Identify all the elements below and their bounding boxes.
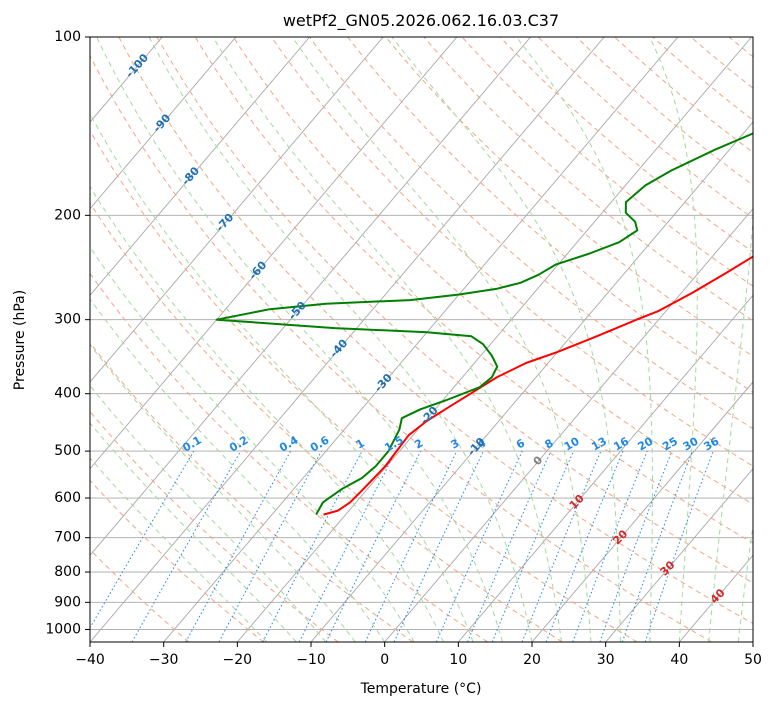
plot-frame — [89, 36, 754, 643]
dry-adiabat-line — [156, 37, 753, 584]
moist-adiabat-line — [90, 246, 415, 642]
dry-adiabat-line — [537, 37, 753, 219]
dry-adiabat-line — [90, 342, 414, 642]
mixing-ratio-line — [325, 450, 422, 642]
y-tick-label: 800 — [54, 564, 81, 580]
mixing-ratio-line — [131, 450, 242, 642]
isotherm-line — [90, 37, 458, 470]
y-tick-label: 400 — [54, 386, 81, 402]
x-tick-label: −20 — [223, 652, 253, 668]
x-tick-label: −30 — [149, 652, 179, 668]
mixing-ratio-line — [644, 450, 714, 642]
isotherm-line — [236, 37, 752, 642]
y-tick-label: 100 — [54, 29, 81, 45]
moist-adiabat-line — [90, 457, 268, 642]
background-lines — [90, 37, 753, 642]
y-tick-label: 500 — [54, 443, 81, 459]
x-tick-label: −40 — [75, 652, 105, 668]
isotherm-line — [90, 37, 531, 557]
dry-adiabat-line — [90, 202, 563, 642]
x-axis-ticks: −40 −30 −20 −10 0 10 20 30 40 50 — [75, 642, 762, 668]
moist-adiabat-line — [391, 37, 621, 642]
moist-adiabat-line — [515, 37, 653, 642]
x-tick-label: 30 — [597, 652, 615, 668]
y-tick-label: 900 — [54, 594, 81, 610]
moist-adiabat-line — [90, 112, 474, 642]
mixing-ratio-line — [393, 450, 484, 642]
mixing-ratio-line — [90, 450, 195, 629]
y-tick-label: 1000 — [45, 621, 81, 637]
isotherm-line — [531, 381, 753, 642]
dewpoint-profile — [215, 132, 753, 516]
isotherm-line — [605, 467, 753, 642]
dry-adiabat-line — [90, 129, 638, 642]
mixing-ratio-line — [218, 450, 322, 642]
y-axis-label: Pressure (hPa) — [12, 290, 28, 390]
mixing-ratio-line — [435, 450, 523, 642]
y-tick-label: 300 — [54, 312, 81, 328]
y-axis-ticks: 100 200 300 400 500 600 700 800 900 1000 — [45, 29, 90, 637]
isotherm-line — [457, 294, 753, 642]
mixing-ratio-line — [621, 450, 693, 642]
dry-adiabat-line — [90, 54, 712, 642]
moist-adiabat-line — [90, 185, 445, 642]
x-tick-label: 50 — [744, 652, 762, 668]
moist-adiabat-line — [708, 213, 753, 642]
dry-adiabat-line — [118, 37, 753, 625]
x-tick-label: 40 — [670, 652, 688, 668]
moist-adiabat-line — [90, 384, 327, 642]
moist-adiabat-line — [90, 422, 297, 642]
x-tick-label: −10 — [296, 652, 326, 668]
temperature-profile — [323, 255, 753, 516]
isotherm-line — [90, 37, 384, 383]
dry-adiabat-line — [614, 37, 753, 154]
isotherm-line — [90, 37, 310, 297]
moist-adiabat-line — [148, 37, 533, 642]
dry-adiabat-line — [194, 37, 753, 544]
isotherm-line — [90, 37, 605, 642]
mixing-ratio-line — [364, 450, 458, 642]
x-tick-label: 0 — [380, 652, 389, 668]
dry-adiabat-line — [576, 37, 753, 186]
chart-title: wetPf2_GN05.2026.062.16.03.C37 — [283, 11, 559, 31]
moist-adiabat-line — [649, 37, 698, 642]
x-axis-label: Temperature (°C) — [360, 681, 482, 697]
y-tick-label: 200 — [54, 207, 81, 223]
profiles — [215, 132, 753, 516]
mixing-ratio-line — [467, 450, 552, 642]
y-tick-label: 700 — [54, 530, 81, 546]
isotherm-line — [384, 207, 753, 642]
isotherm-line — [310, 121, 753, 642]
y-tick-label: 600 — [54, 490, 81, 506]
isotherm-line — [90, 37, 237, 210]
mixing-ratio-line — [491, 450, 574, 642]
moist-adiabat-line — [291, 37, 592, 642]
isotherm-line — [163, 37, 679, 642]
x-tick-label: 10 — [449, 652, 467, 668]
x-tick-label: 20 — [523, 652, 541, 668]
mixing-ratio-line — [185, 450, 292, 642]
moist-adiabat-line — [90, 343, 356, 642]
